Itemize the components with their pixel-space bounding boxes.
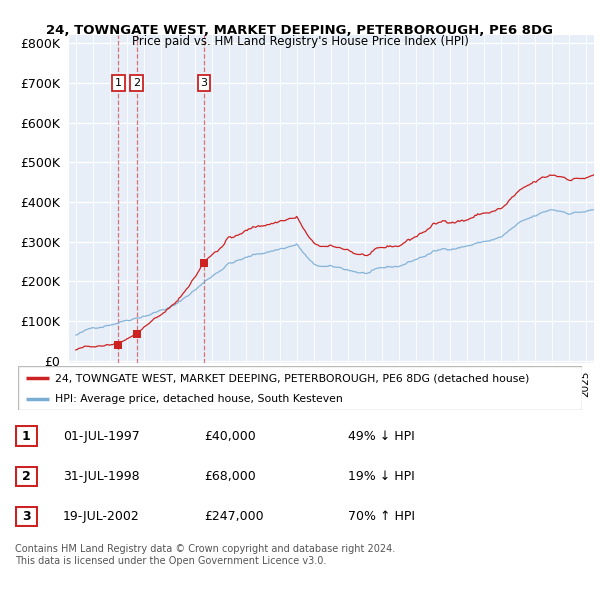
FancyBboxPatch shape xyxy=(16,427,37,445)
Text: 1: 1 xyxy=(115,78,122,88)
FancyBboxPatch shape xyxy=(18,366,582,410)
Text: 3: 3 xyxy=(200,78,208,88)
FancyBboxPatch shape xyxy=(16,507,37,526)
Text: 70% ↑ HPI: 70% ↑ HPI xyxy=(348,510,415,523)
Text: 01-JUL-1997: 01-JUL-1997 xyxy=(63,430,140,442)
Text: 3: 3 xyxy=(22,510,31,523)
Text: £68,000: £68,000 xyxy=(204,470,256,483)
Text: Contains HM Land Registry data © Crown copyright and database right 2024.
This d: Contains HM Land Registry data © Crown c… xyxy=(15,545,395,566)
Text: 31-JUL-1998: 31-JUL-1998 xyxy=(63,470,140,483)
Text: 2: 2 xyxy=(22,470,31,483)
Text: 19-JUL-2002: 19-JUL-2002 xyxy=(63,510,140,523)
Text: 19% ↓ HPI: 19% ↓ HPI xyxy=(348,470,415,483)
Text: 49% ↓ HPI: 49% ↓ HPI xyxy=(348,430,415,442)
Text: £40,000: £40,000 xyxy=(204,430,256,442)
Text: HPI: Average price, detached house, South Kesteven: HPI: Average price, detached house, Sout… xyxy=(55,394,343,404)
Text: 2: 2 xyxy=(133,78,140,88)
Text: 1: 1 xyxy=(22,430,31,442)
FancyBboxPatch shape xyxy=(16,467,37,486)
Text: 24, TOWNGATE WEST, MARKET DEEPING, PETERBOROUGH, PE6 8DG (detached house): 24, TOWNGATE WEST, MARKET DEEPING, PETER… xyxy=(55,373,529,383)
Text: 24, TOWNGATE WEST, MARKET DEEPING, PETERBOROUGH, PE6 8DG: 24, TOWNGATE WEST, MARKET DEEPING, PETER… xyxy=(47,24,554,37)
Text: £247,000: £247,000 xyxy=(204,510,263,523)
Text: Price paid vs. HM Land Registry's House Price Index (HPI): Price paid vs. HM Land Registry's House … xyxy=(131,35,469,48)
